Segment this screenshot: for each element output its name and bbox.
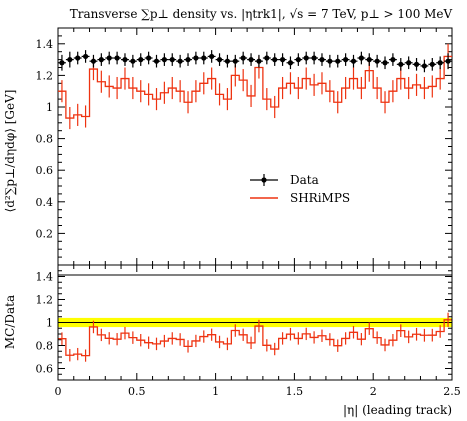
y-axis-title: ⟨d²∑p⊥/dηdφ⟩ [GeV] <box>3 90 17 213</box>
data-point <box>122 57 128 63</box>
legend-data-marker <box>261 177 267 183</box>
y-tick-label: 0.2 <box>36 227 54 240</box>
data-point <box>98 57 104 63</box>
data-series <box>58 50 452 73</box>
y-tick-label: 1.2 <box>36 69 54 82</box>
data-point <box>390 57 396 63</box>
main-plot-frame <box>57 27 453 276</box>
data-point <box>350 58 357 64</box>
data-point <box>319 57 325 63</box>
y-tick-label: 1.4 <box>36 38 54 51</box>
data-point <box>421 63 428 69</box>
data-point <box>130 58 136 64</box>
data-point <box>382 60 388 66</box>
main-y-axis: 0.2 0.4 0.6 0.8 1 1.2 1.4 <box>36 35 452 258</box>
ratio-plot-frame <box>57 264 453 381</box>
x-tick-label: 1.5 <box>286 385 304 398</box>
data-point <box>429 61 435 67</box>
x-axis-title: |η| (leading track) <box>343 403 452 417</box>
data-point <box>193 55 199 61</box>
data-point <box>224 58 231 64</box>
main-panel: 0.2 0.4 0.6 0.8 1 1.2 1.4 ⟨d²∑p⊥/dηdφ⟩ [GeV] D… <box>3 27 453 276</box>
data-point <box>177 58 183 64</box>
x-tick-label: 0 <box>55 385 62 398</box>
x-tick-label: 0.5 <box>128 385 146 398</box>
data-point <box>311 55 317 61</box>
ratio-y-tick-label: 1.2 <box>36 294 54 307</box>
data-point <box>366 57 372 63</box>
data-point <box>358 55 364 61</box>
mc-series <box>58 43 452 130</box>
data-point <box>90 58 97 64</box>
ratio-y-tick-label: 1 <box>46 317 53 330</box>
data-point <box>295 57 301 63</box>
data-point <box>209 53 215 60</box>
ratio-y-tick-label: 0.6 <box>36 363 54 376</box>
ratio-y-tick-label: 1.4 <box>36 271 54 284</box>
legend-data-label: Data <box>290 173 319 187</box>
data-point <box>59 60 65 66</box>
data-point <box>201 55 207 61</box>
ratio-panel: 0.6 0.8 1 1.2 1.4 MC/Data <box>3 264 453 381</box>
data-point <box>114 55 120 61</box>
ratio-y-tick-label: 0.8 <box>36 340 54 353</box>
ratio-mc-series <box>58 312 452 362</box>
data-point <box>279 57 286 63</box>
data-point <box>138 57 144 63</box>
y-tick-label: 1 <box>46 101 53 114</box>
data-point <box>185 57 191 63</box>
data-point <box>272 57 278 63</box>
ratio-y-axis-title: MC/Data <box>3 295 17 349</box>
data-point <box>374 58 380 64</box>
x-tick-label: 2 <box>370 385 377 398</box>
data-point <box>153 58 160 64</box>
data-point <box>445 58 451 64</box>
data-point <box>106 55 112 61</box>
x-tick-label: 2.5 <box>443 385 461 398</box>
data-point <box>398 61 404 67</box>
data-point <box>413 61 420 67</box>
data-point <box>75 55 81 61</box>
data-point <box>264 55 270 61</box>
legend: Data SHRiMPS <box>250 173 350 205</box>
data-point <box>240 55 246 61</box>
data-point <box>256 58 262 64</box>
y-tick-label: 0.6 <box>36 164 54 177</box>
chart-title: Transverse ∑p⊥ density vs. |ηtrk1|, √s =… <box>70 7 453 21</box>
data-point <box>343 57 349 63</box>
data-point <box>327 58 333 64</box>
data-point <box>67 57 73 63</box>
y-tick-label: 0.8 <box>36 133 54 146</box>
data-point <box>82 53 89 60</box>
data-point <box>169 57 175 63</box>
data-point <box>335 58 341 64</box>
x-axis: 0 0.5 1 1.5 2 2.5 <box>55 28 461 398</box>
ratio-y-axis: 0.6 0.8 1 1.2 1.4 <box>36 270 452 376</box>
data-point <box>303 55 309 61</box>
data-point <box>437 60 443 66</box>
data-point <box>146 55 152 61</box>
data-point <box>406 60 412 66</box>
x-tick-label: 1 <box>212 385 219 398</box>
data-point <box>232 58 238 64</box>
data-point <box>248 57 254 63</box>
legend-mc-label: SHRiMPS <box>290 191 350 205</box>
data-point <box>287 60 294 66</box>
data-point <box>161 57 167 63</box>
data-point <box>216 57 223 63</box>
y-tick-label: 0.4 <box>36 196 54 209</box>
